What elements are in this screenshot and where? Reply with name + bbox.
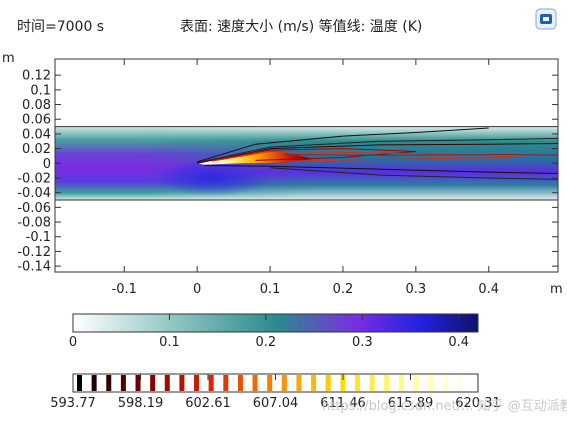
contour-line-6 — [204, 165, 558, 175]
temperature-cb-band — [223, 375, 229, 391]
temperature-cb-band — [311, 375, 317, 391]
temperature-cb-band — [296, 375, 302, 391]
y-tick-label: 0.06 — [22, 113, 51, 128]
y-tick-label: 0.02 — [22, 142, 51, 157]
watermark: https://blog.csdn.net/... 知乎 @互动派教育 — [322, 398, 567, 414]
y-tick-label: -0.06 — [17, 201, 51, 216]
temperature-cb-band — [267, 375, 273, 391]
x-axis: -0.1 0 0.1 0.2 0.3 0.4 — [112, 59, 499, 297]
x-tick-label: 0.3 — [406, 282, 427, 297]
temperature-cb-band — [281, 375, 287, 391]
contour-line-1 — [197, 127, 489, 163]
temperature-cb-band — [457, 375, 463, 391]
temperature-cb-band — [442, 375, 448, 391]
temperature-cb-band — [237, 375, 243, 391]
speed-surface — [55, 126, 558, 201]
temperature-cb-band — [354, 375, 360, 391]
temperature-cb-band — [384, 375, 390, 391]
y-tick-label: -0.08 — [17, 216, 51, 231]
x-tick-label: 0.1 — [260, 282, 281, 297]
temperature-cb-band — [398, 375, 404, 391]
x-tick-label: 0.4 — [478, 282, 499, 297]
temperature-cb-band — [340, 375, 346, 391]
temperature-cb-band — [325, 375, 331, 391]
temperature-cb-band — [428, 375, 434, 391]
y-tick-label: 0.1 — [30, 83, 51, 98]
temperature-colorbar: 593.77 598.19 602.61 607.04 611.46 615.89 620.… — [50, 373, 501, 411]
contour-line-3 — [197, 143, 558, 164]
speed-cb-label: 0 — [69, 335, 77, 350]
temperature-cb-band — [179, 375, 185, 391]
x-tick-label: 0 — [193, 282, 201, 297]
temperature-cb-band — [164, 375, 170, 391]
hot-plume — [197, 150, 314, 165]
contour-line-8 — [284, 153, 558, 156]
plot-title: 表面: 速度大小 (m/s) 等值线: 温度 (K) — [180, 19, 423, 35]
speed-cb-label: 0.2 — [256, 335, 277, 350]
y-tick-label: 0 — [43, 157, 51, 172]
comsol-logo-icon[interactable] — [535, 8, 557, 30]
hot-plume-core — [197, 150, 314, 165]
y-axis-unit: m — [2, 51, 15, 66]
temperature-cb-band — [120, 375, 126, 391]
x-axis-unit: m — [550, 282, 563, 297]
y-tick-label: 0.12 — [22, 69, 51, 84]
temperature-cb-band — [208, 375, 214, 391]
temperature-contours — [197, 127, 558, 180]
temperature-cb-band — [77, 375, 82, 391]
temperature-cb-band — [91, 375, 97, 391]
contour-line-2 — [197, 137, 558, 164]
y-tick-label: -0.12 — [17, 245, 51, 260]
temperature-cb-label: 607.04 — [253, 396, 299, 411]
temperature-cb-label: 620.31 — [455, 396, 501, 411]
temperature-cb-label: 593.77 — [50, 396, 96, 411]
temperature-cb-label: 598.19 — [118, 396, 164, 411]
temperature-cb-band — [369, 375, 375, 391]
temperature-cb-band — [252, 375, 258, 391]
contour-line-4 — [211, 148, 416, 161]
y-tick-label: 0.08 — [22, 98, 51, 113]
contour-line-7 — [270, 167, 558, 180]
temperature-cb-label: 602.61 — [185, 396, 231, 411]
speed-cb-label: 0.3 — [352, 335, 373, 350]
y-tick-label: -0.1 — [26, 230, 51, 245]
y-tick-label: -0.04 — [17, 186, 51, 201]
time-label: 时间=7000 s — [17, 19, 105, 35]
speed-colorbar: 0 0.1 0.2 0.3 0.4 — [69, 313, 479, 350]
temperature-cb-band — [135, 375, 141, 391]
speed-cb-label: 0.4 — [448, 335, 469, 350]
temperature-cb-band — [106, 375, 112, 391]
y-axis: 0.120.10.080.060.040.020-0.02-0.04-0.06-… — [17, 69, 558, 275]
temperature-cb-band — [194, 375, 200, 391]
temperature-cb-label: 615.89 — [388, 396, 434, 411]
y-tick-label: 0.04 — [22, 127, 51, 142]
temperature-cb-label: 611.46 — [320, 396, 366, 411]
plot-frame — [54, 58, 559, 273]
x-tick-label: -0.1 — [112, 282, 137, 297]
temperature-cb-band — [413, 375, 419, 391]
temperature-cb-band — [472, 375, 477, 391]
temperature-cb-band — [150, 375, 156, 391]
y-tick-label: -0.14 — [17, 260, 51, 275]
speed-cb-label: 0.1 — [159, 335, 180, 350]
x-tick-label: 0.2 — [333, 282, 354, 297]
y-tick-label: -0.02 — [17, 171, 51, 186]
